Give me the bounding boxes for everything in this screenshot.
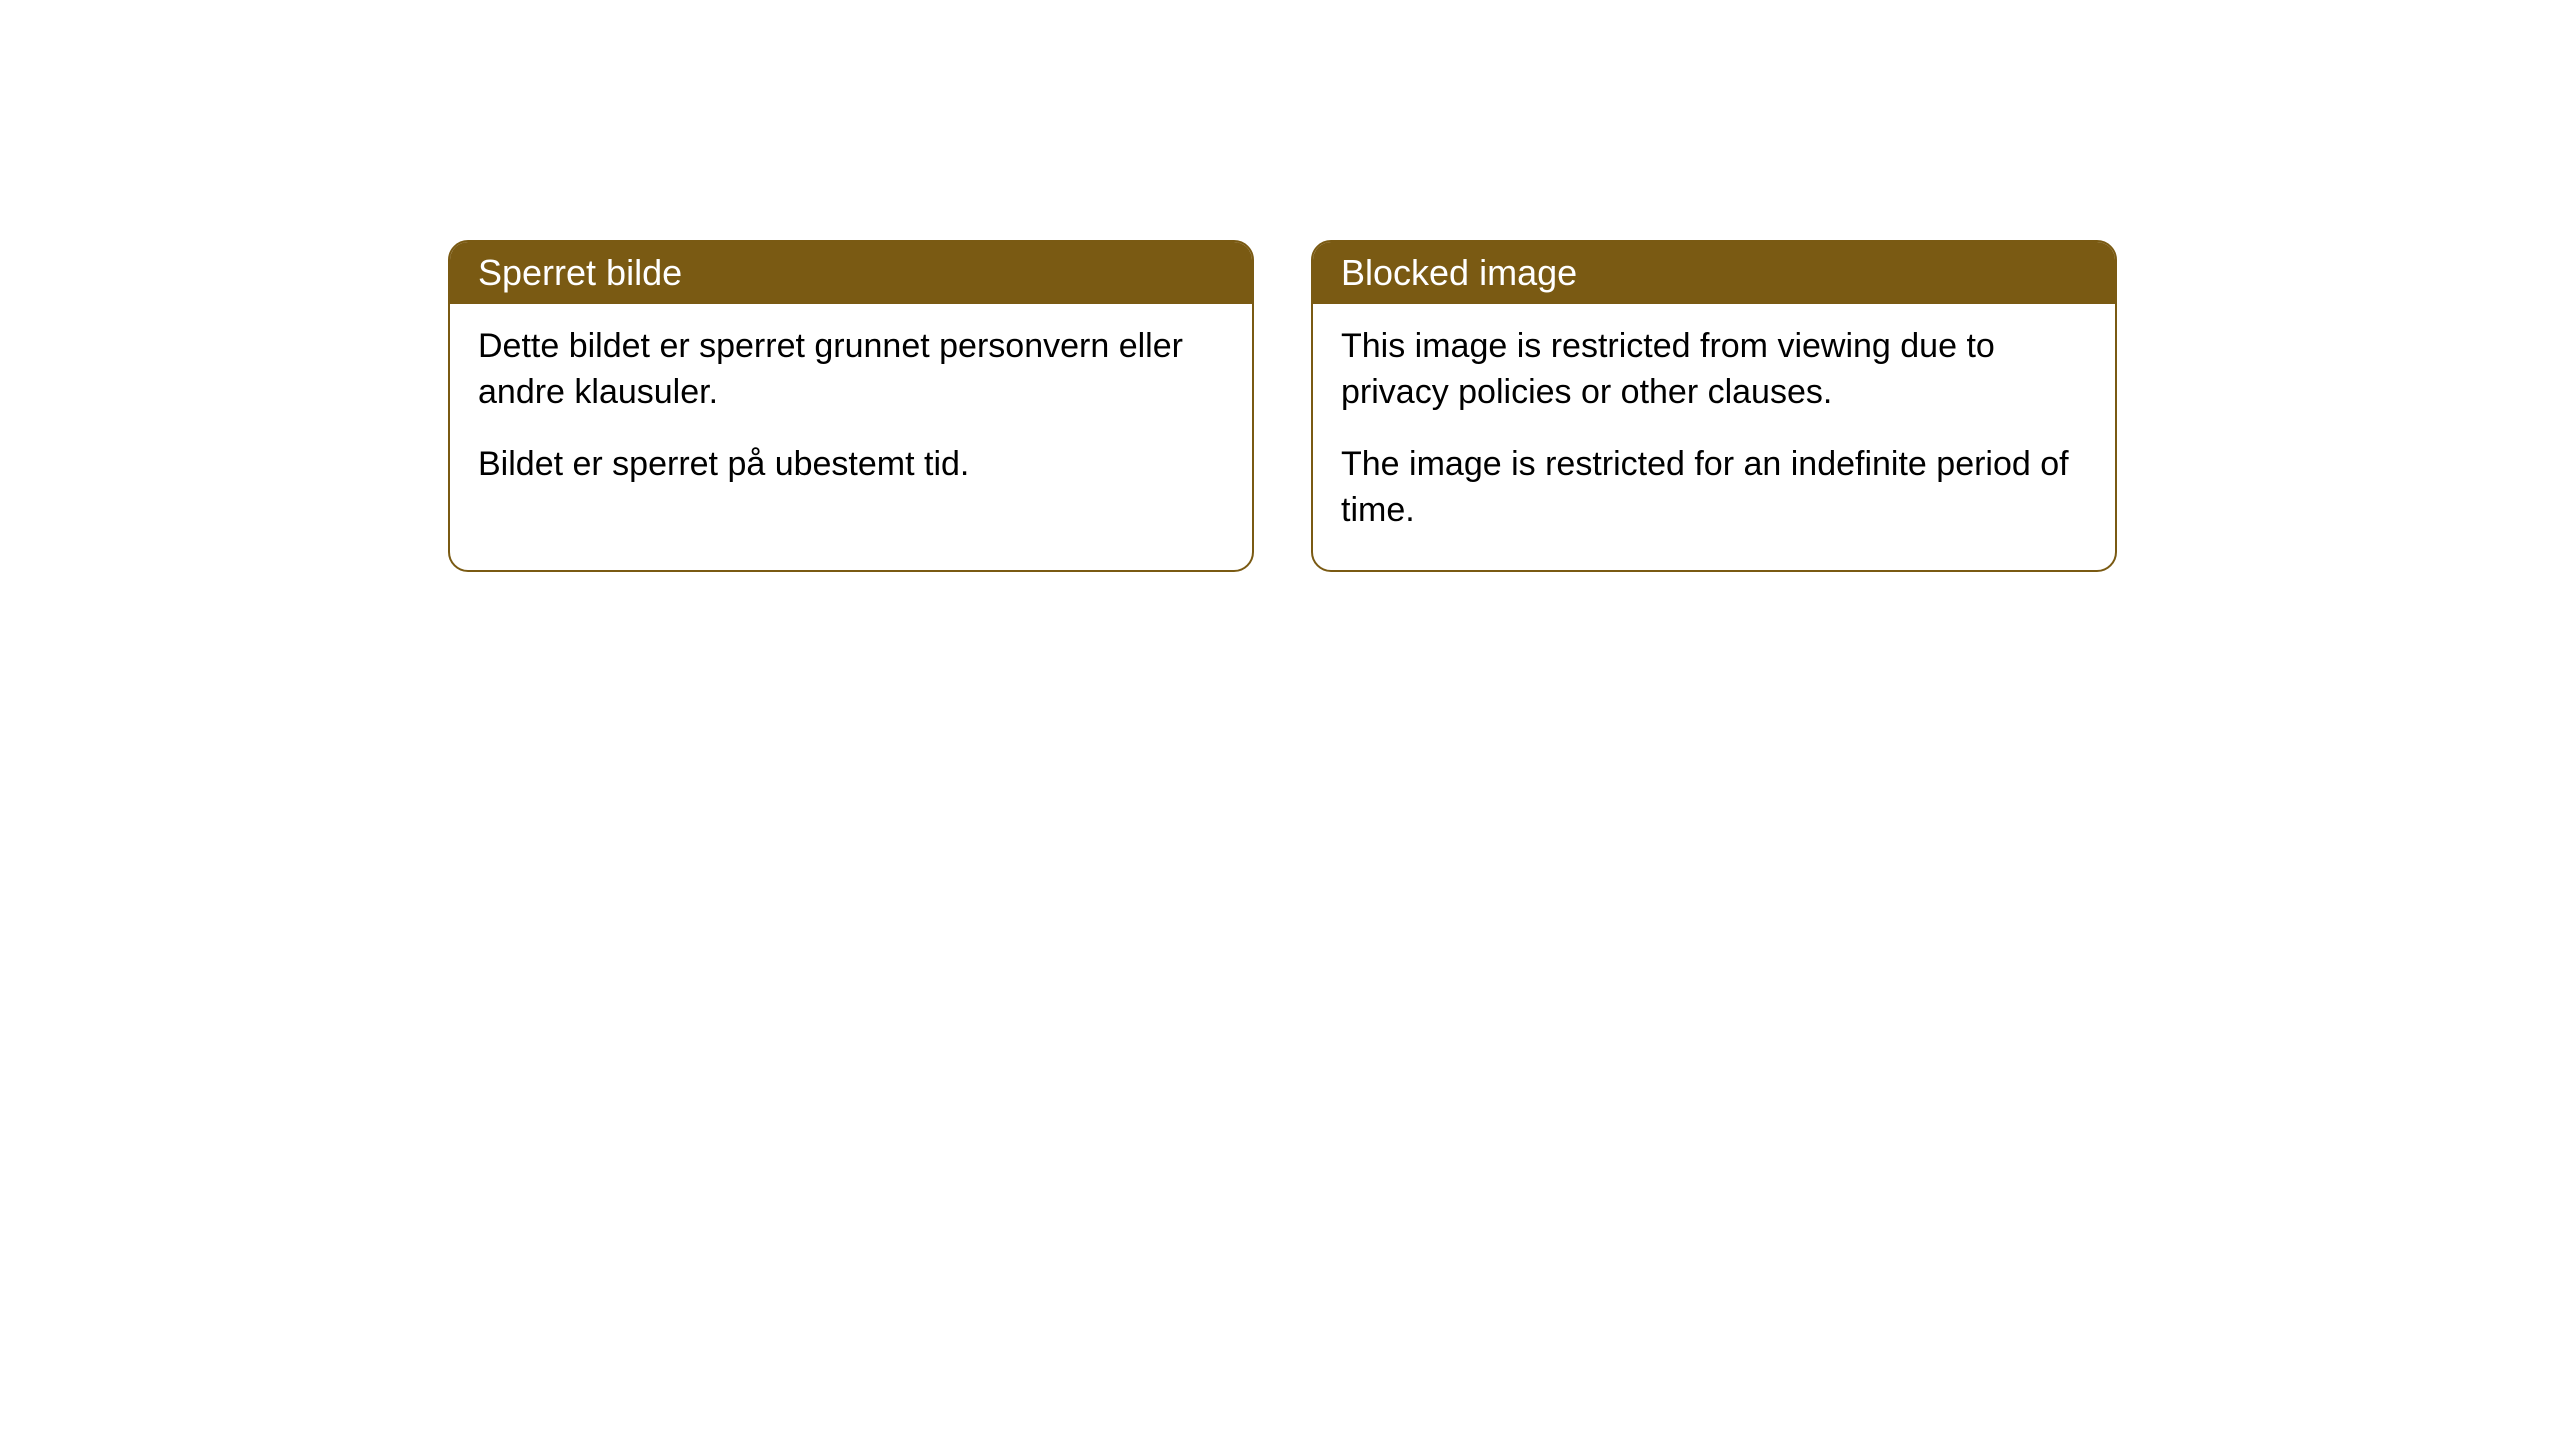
card-text-norwegian-2: Bildet er sperret på ubestemt tid. (478, 442, 1224, 488)
notice-card-norwegian: Sperret bilde Dette bildet er sperret gr… (448, 240, 1254, 572)
notice-card-english: Blocked image This image is restricted f… (1311, 240, 2117, 572)
card-title-english: Blocked image (1341, 252, 1577, 293)
card-text-english-2: The image is restricted for an indefinit… (1341, 442, 2087, 534)
card-header-norwegian: Sperret bilde (450, 242, 1252, 304)
card-body-norwegian: Dette bildet er sperret grunnet personve… (450, 304, 1252, 524)
card-body-english: This image is restricted from viewing du… (1313, 304, 2115, 570)
card-header-english: Blocked image (1313, 242, 2115, 304)
notice-cards-container: Sperret bilde Dette bildet er sperret gr… (448, 240, 2117, 572)
card-title-norwegian: Sperret bilde (478, 252, 682, 293)
card-text-english-1: This image is restricted from viewing du… (1341, 324, 2087, 416)
card-text-norwegian-1: Dette bildet er sperret grunnet personve… (478, 324, 1224, 416)
